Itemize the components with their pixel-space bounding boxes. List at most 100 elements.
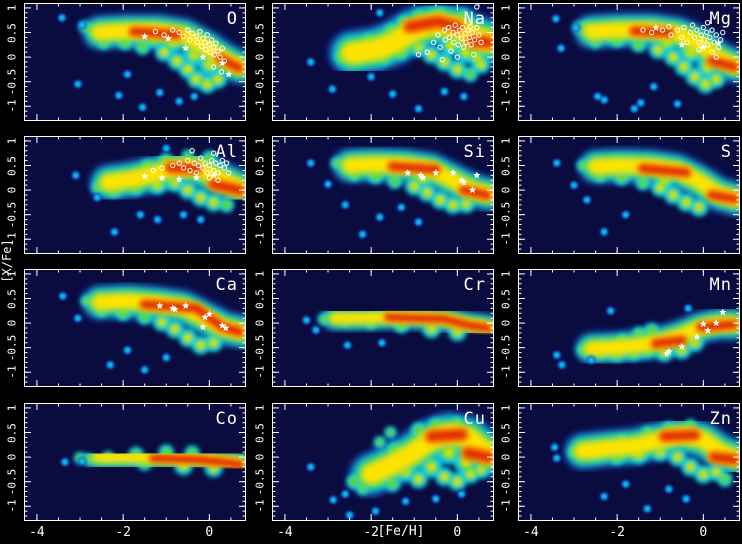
panel-Mg: Mg: [518, 3, 740, 121]
y-tick-label: 1: [5, 270, 19, 278]
outlier-dots: [57, 13, 199, 112]
density-plot-Zn: Zn: [518, 403, 740, 521]
y-tick-label: -0.5: [5, 334, 19, 361]
x-tick-label: -2: [609, 525, 625, 540]
outlier-dots: [306, 462, 467, 520]
y-tick-label: -0.5: [5, 468, 19, 495]
density-plot-Na: Na: [272, 3, 494, 121]
x-tick-label: 0: [205, 525, 214, 540]
y-tick-label: -1: [5, 365, 19, 379]
y-tick-label: -1: [5, 499, 19, 513]
y-tick-label: -0.5: [5, 201, 19, 228]
overlay-symbols: [156, 302, 230, 332]
y-tick-label: 0.5: [5, 22, 19, 43]
panel-label-Cr: Cr: [464, 275, 486, 295]
density-plot-Ca: Ca: [24, 269, 246, 387]
panel-Cr: Cr: [272, 269, 494, 387]
density-plot-O: O: [24, 3, 246, 121]
y-tick-label: 0: [499, 453, 513, 461]
panel-label-Zn: Zn: [710, 409, 732, 429]
outlier-dots: [552, 158, 631, 237]
density-plot-Al: Al: [24, 136, 246, 254]
panel-Na: Na: [272, 3, 494, 121]
x-tick-label: -4: [277, 525, 293, 540]
overlay-symbols: [663, 308, 727, 357]
outlier-dots: [306, 158, 424, 239]
density-core: [657, 427, 740, 467]
y-tick-label: -0.5: [253, 68, 267, 95]
y-tick-label: 0: [499, 319, 513, 327]
y-tick-label: 0: [5, 319, 19, 327]
overlay-symbols: [415, 4, 484, 63]
y-tick-label: -1: [253, 499, 267, 513]
y-tick-label: 0: [253, 319, 267, 327]
density-plot-Mg: Mg: [518, 3, 740, 121]
outlier-dots: [306, 8, 469, 114]
y-tick-label: -0.5: [253, 201, 267, 228]
y-tick-label: 1: [499, 270, 513, 278]
y-tick-label: -1: [5, 99, 19, 113]
y-tick-label: 1: [499, 137, 513, 145]
density-core: [138, 298, 246, 339]
y-tick-label: -0.5: [253, 334, 267, 361]
panel-label-Co: Co: [216, 409, 238, 429]
density-core: [401, 13, 494, 51]
density-core: [163, 160, 246, 198]
density-plot-Si: Si: [272, 136, 494, 254]
panel-Mn: Mn: [518, 269, 740, 387]
y-tick-label: -0.5: [499, 334, 513, 361]
y-tick-label: 0.5: [499, 22, 513, 43]
y-tick-label: -1: [253, 99, 267, 113]
x-tick-label: -2: [115, 525, 131, 540]
axis-ticks: [272, 403, 494, 521]
y-tick-label: -1: [499, 365, 513, 379]
panel-label-Na: Na: [464, 9, 486, 29]
outlier-dots: [71, 143, 206, 237]
panel-label-O: O: [227, 9, 238, 29]
panel-Cu: Cu: [272, 403, 494, 521]
panel-label-Si: Si: [464, 142, 486, 162]
panel-label-S: S: [721, 142, 732, 162]
density-core: [386, 160, 494, 202]
panel-Zn: Zn: [518, 403, 740, 521]
outlier-dots: [551, 14, 683, 114]
y-tick-label: 0.5: [253, 422, 267, 443]
y-tick-label: 0.5: [5, 155, 19, 176]
y-tick-label: -1: [499, 499, 513, 513]
panel-Ca: Ca: [24, 269, 246, 387]
density-plot-Co: Co: [24, 403, 246, 521]
panel-Al: Al: [24, 136, 246, 254]
density-core: [423, 426, 494, 466]
density-plot-S: S: [518, 136, 740, 254]
panel-label-Ca: Ca: [216, 275, 238, 295]
y-tick-label: -0.5: [499, 201, 513, 228]
x-tick-label: -2: [363, 525, 379, 540]
y-tick-label: -0.5: [499, 468, 513, 495]
panel-O: O: [24, 3, 246, 121]
y-tick-label: 1: [5, 4, 19, 12]
panel-label-Mg: Mg: [710, 9, 732, 29]
density-core: [382, 311, 494, 334]
density-core: [636, 162, 740, 206]
y-tick-label: 0: [253, 453, 267, 461]
y-tick-label: 1: [253, 404, 267, 412]
y-tick-label: 0: [5, 453, 19, 461]
x-axis-title: [Fe/H]: [377, 524, 425, 539]
y-tick-label: 0: [499, 186, 513, 194]
y-tick-label: -1: [253, 232, 267, 246]
y-tick-label: -1: [253, 365, 267, 379]
y-tick-label: 1: [253, 4, 267, 12]
density-core: [127, 25, 246, 75]
density-plot-Mn: Mn: [518, 269, 740, 387]
x-tick-label: -4: [29, 525, 45, 540]
y-tick-label: 0: [5, 186, 19, 194]
y-tick-label: 0.5: [5, 422, 19, 443]
outlier-dots: [301, 315, 387, 350]
overlay-symbols: [141, 148, 232, 183]
y-tick-label: -1: [499, 232, 513, 246]
y-tick-label: -0.5: [5, 68, 19, 95]
y-tick-label: 0.5: [5, 288, 19, 309]
y-tick-label: 1: [253, 270, 267, 278]
y-tick-label: 1: [5, 137, 19, 145]
